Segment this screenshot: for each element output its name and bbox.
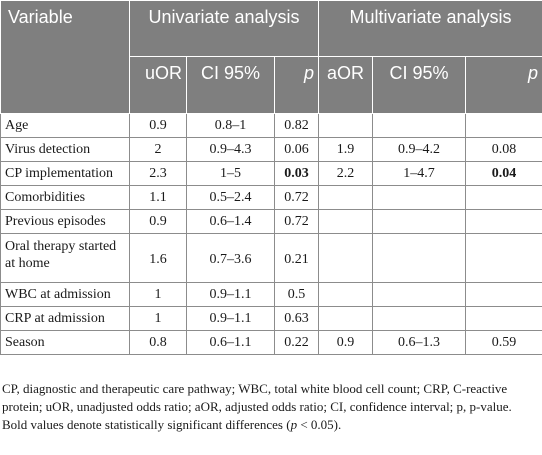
cell-aor	[318, 185, 373, 210]
cell-p-uni: 0.72	[274, 185, 319, 210]
cell-p-uni: 0.06	[274, 137, 319, 162]
header-aor: aOR	[318, 56, 373, 114]
cell-aor	[318, 209, 373, 234]
cell-uor: 0.9	[129, 113, 187, 138]
cell-variable: Age	[0, 113, 130, 138]
cell-p-multi-significant: 0.04	[464, 161, 542, 186]
table-footnote: CP, diagnostic and therapeutic care path…	[2, 380, 540, 434]
cell-variable: Oral therapy started at home	[0, 233, 130, 283]
table-row: CRP at admission 1 0.9–1.1 0.63	[0, 306, 542, 331]
cell-ci-uni: 0.7–3.6	[186, 233, 275, 283]
cell-ci-multi: 0.6–1.3	[372, 330, 466, 355]
cell-ci-uni: 0.9–1.1	[186, 282, 275, 307]
regression-table-container: Variable Univariate analysis Multivariat…	[0, 0, 542, 355]
footnote-bold-note-post: < 0.05).	[297, 417, 342, 432]
cell-p-uni: 0.63	[274, 306, 319, 331]
cell-p-multi: 0.59	[464, 330, 542, 355]
header-row-groups: Variable Univariate analysis Multivariat…	[0, 0, 542, 114]
cell-p-multi	[464, 113, 542, 138]
cell-uor: 2	[129, 137, 187, 162]
table-row: Comorbidities 1.1 0.5–2.4 0.72	[0, 185, 542, 210]
cell-variable: Season	[0, 330, 130, 355]
cell-ci-multi	[372, 282, 466, 307]
cell-ci-multi: 0.9–4.2	[372, 137, 466, 162]
cell-aor: 2.2	[318, 161, 373, 186]
cell-ci-multi	[372, 185, 466, 210]
cell-p-multi	[464, 209, 542, 234]
table-row: WBC at admission 1 0.9–1.1 0.5	[0, 282, 542, 307]
cell-uor: 1.1	[129, 185, 187, 210]
header-ci-uni: CI 95%	[186, 56, 275, 114]
cell-ci-uni: 0.6–1.1	[186, 330, 275, 355]
cell-variable: CP implementation	[0, 161, 130, 186]
cell-p-uni-significant: 0.03	[274, 161, 319, 186]
cell-ci-uni: 0.8–1	[186, 113, 275, 138]
cell-p-multi	[464, 233, 542, 283]
regression-table: Variable Univariate analysis Multivariat…	[0, 0, 542, 355]
cell-aor	[318, 113, 373, 138]
cell-ci-uni: 0.6–1.4	[186, 209, 275, 234]
cell-variable: Previous episodes	[0, 209, 130, 234]
cell-p-uni: 0.5	[274, 282, 319, 307]
cell-p-uni: 0.22	[274, 330, 319, 355]
cell-aor: 1.9	[318, 137, 373, 162]
cell-variable: WBC at admission	[0, 282, 130, 307]
cell-p-multi	[464, 185, 542, 210]
header-p-uni: p	[274, 56, 319, 114]
cell-ci-multi: 1–4.7	[372, 161, 466, 186]
cell-uor: 1	[129, 282, 187, 307]
cell-p-uni: 0.72	[274, 209, 319, 234]
cell-variable: Virus detection	[0, 137, 130, 162]
cell-variable: CRP at admission	[0, 306, 130, 331]
cell-aor	[318, 233, 373, 283]
footnote-abbreviations: CP, diagnostic and therapeutic care path…	[2, 381, 512, 414]
cell-aor: 0.9	[318, 330, 373, 355]
cell-p-multi: 0.08	[464, 137, 542, 162]
cell-uor: 0.9	[129, 209, 187, 234]
header-ci-multi: CI 95%	[372, 56, 466, 114]
cell-ci-uni: 1–5	[186, 161, 275, 186]
cell-aor	[318, 306, 373, 331]
header-multivariate: Multivariate analysis	[317, 0, 542, 57]
cell-ci-uni: 0.5–2.4	[186, 185, 275, 210]
table-row: CP implementation 2.3 1–5 0.03 2.2 1–4.7…	[0, 161, 542, 186]
cell-ci-multi	[372, 306, 466, 331]
cell-uor: 0.8	[129, 330, 187, 355]
header-variable: Variable	[0, 0, 130, 114]
table-row: Age 0.9 0.8–1 0.82	[0, 113, 542, 138]
cell-uor: 1.6	[129, 233, 187, 283]
header-univariate: Univariate analysis	[129, 0, 319, 57]
cell-p-multi	[464, 306, 542, 331]
table-row: Oral therapy started at home 1.6 0.7–3.6…	[0, 233, 542, 283]
footnote-bold-note: Bold values denote statistically signifi…	[2, 416, 540, 434]
cell-variable: Comorbidities	[0, 185, 130, 210]
cell-uor: 2.3	[129, 161, 187, 186]
cell-uor: 1	[129, 306, 187, 331]
table-row: Previous episodes 0.9 0.6–1.4 0.72	[0, 209, 542, 234]
table-row: Virus detection 2 0.9–4.3 0.06 1.9 0.9–4…	[0, 137, 542, 162]
cell-aor	[318, 282, 373, 307]
cell-ci-uni: 0.9–1.1	[186, 306, 275, 331]
header-row-columns: uOR CI 95% p aOR CI 95% p	[1, 56, 542, 114]
footnote-bold-note-p: p	[290, 417, 298, 432]
cell-p-uni: 0.21	[274, 233, 319, 283]
cell-ci-uni: 0.9–4.3	[186, 137, 275, 162]
cell-ci-multi	[372, 113, 466, 138]
table-row: Season 0.8 0.6–1.1 0.22 0.9 0.6–1.3 0.59	[0, 330, 542, 355]
cell-ci-multi	[372, 209, 466, 234]
cell-ci-multi	[372, 233, 466, 283]
cell-p-multi	[464, 282, 542, 307]
footnote-bold-note-pre: Bold values denote statistically signifi…	[2, 417, 291, 432]
header-p-multi: p	[464, 56, 542, 114]
header-uor: uOR	[129, 56, 187, 114]
cell-p-uni: 0.82	[274, 113, 319, 138]
